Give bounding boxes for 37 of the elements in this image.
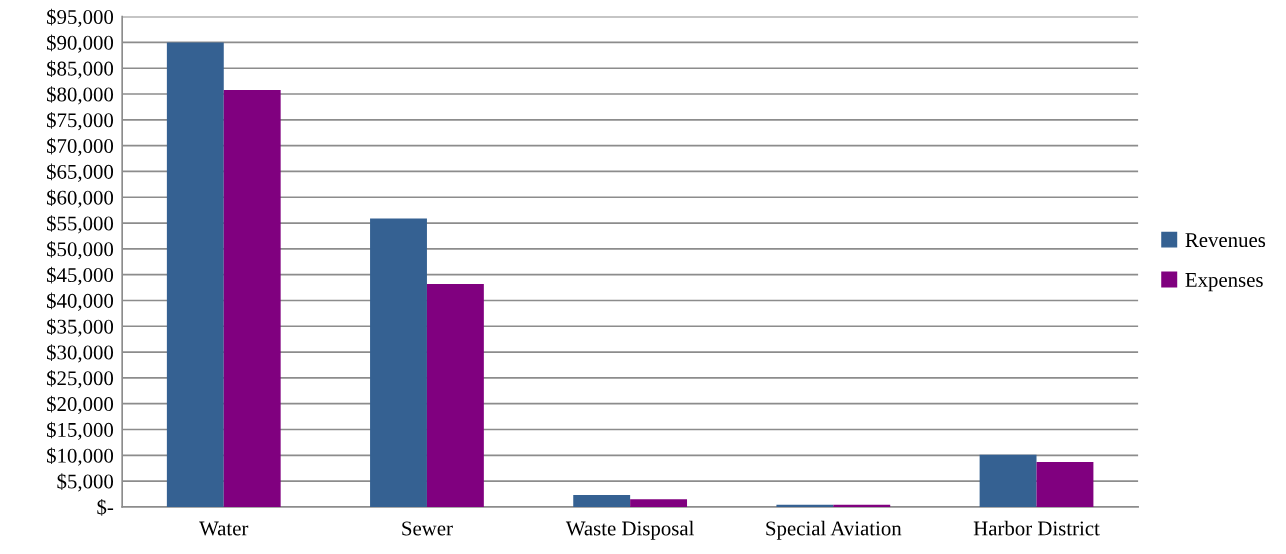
x-tick-label: Harbor District	[973, 520, 1100, 536]
x-tick-label: Sewer	[402, 521, 453, 536]
y-tick-label: $85,000	[47, 60, 114, 79]
x-tick-label: Waste Disposal	[565, 520, 694, 540]
y-tick-label: $45,000	[47, 266, 114, 286]
bar	[833, 504, 891, 507]
bar	[166, 42, 224, 507]
y-tick-label: $15,000	[47, 421, 114, 440]
y-tick-label: $35,000	[47, 318, 114, 337]
y-tick-label: $80,000	[47, 86, 114, 105]
bar	[426, 283, 484, 507]
y-tick-label: $10,000	[47, 447, 114, 466]
y-tick-label: $40,000	[47, 292, 114, 311]
y-tick-label: $90,000	[47, 34, 114, 53]
bar	[223, 89, 281, 507]
y-tick-label: $5,000	[57, 473, 114, 492]
y-tick-label: $75,000	[47, 111, 114, 131]
y-tick-label: $65,000	[47, 163, 114, 182]
y-tick-label: $70,000	[47, 137, 114, 157]
y-tick-label: $55,000	[47, 215, 114, 234]
bar	[573, 495, 631, 507]
bar	[979, 454, 1037, 507]
y-tick-label: $-	[97, 499, 114, 516]
y-tick-label: $50,000	[47, 241, 114, 260]
y-tick-label: $60,000	[47, 189, 114, 208]
y-tick-label: $25,000	[47, 370, 114, 389]
legend-label: Expenses	[1185, 273, 1263, 292]
bar	[370, 218, 427, 507]
bar	[1036, 462, 1094, 507]
x-tick-label: Special Aviation	[766, 520, 902, 540]
y-tick-label: $20,000	[47, 395, 114, 415]
x-tick-label: Water	[199, 521, 249, 536]
y-tick-label: $95,000	[47, 8, 114, 28]
bar	[630, 499, 688, 507]
legend-label: Revenues	[1185, 233, 1266, 248]
y-tick-label: $30,000	[47, 344, 114, 363]
bar	[776, 504, 834, 507]
